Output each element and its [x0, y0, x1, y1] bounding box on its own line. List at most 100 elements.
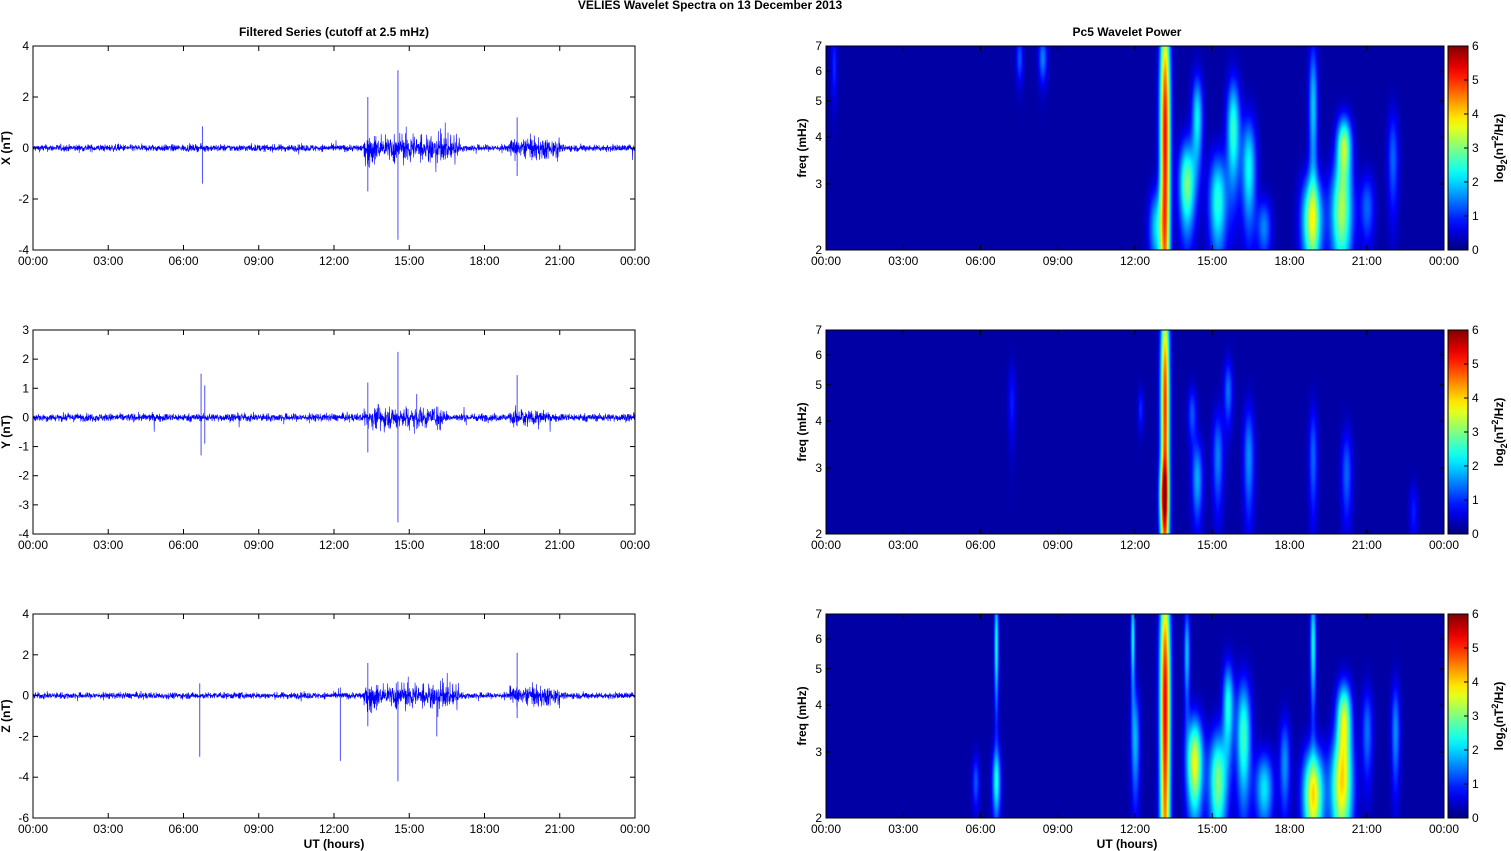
ytick-label: 1: [22, 381, 29, 395]
ytick-label: -6: [18, 811, 29, 825]
line-plot-xtick-label: 18:00: [469, 538, 499, 552]
heatmap-xtick-label: 15:00: [1197, 538, 1227, 552]
freq-axis-label: freq (mHz): [795, 402, 809, 461]
line-plot-xtick-label: 09:00: [244, 538, 274, 552]
y-axis-label: Y (nT): [0, 415, 13, 449]
freq-tick-label: 2: [815, 527, 822, 541]
ytick-label: -2: [18, 729, 29, 743]
colorbar-label-part: 2: [1490, 420, 1500, 425]
colorbar-tick-label: 1: [1472, 493, 1479, 507]
colorbar-tick-label: 5: [1472, 73, 1479, 87]
freq-tick-label: 7: [815, 39, 822, 53]
freq-tick-label: 6: [815, 348, 822, 362]
line-plot-xtick-label: 15:00: [394, 822, 424, 836]
heatmap-xtick-label: 12:00: [1120, 822, 1150, 836]
colorbar-label-part: (nT: [1492, 708, 1506, 727]
heatmap-xtick-label: 00:00: [811, 254, 841, 268]
line-plot-xtick-label: 03:00: [93, 822, 123, 836]
line-plot-xtick-label: 00:00: [620, 538, 650, 552]
ytick-label: 4: [22, 607, 29, 621]
colorbar-label: log2(nT2/Hz): [1490, 398, 1509, 467]
colorbar-tick-label: 4: [1472, 107, 1479, 121]
line-plot-xtick-label: 18:00: [469, 254, 499, 268]
heatmap-xtick-label: 21:00: [1352, 254, 1382, 268]
line-plot-xtick-label: 12:00: [319, 822, 349, 836]
line-plot-xtick-label: 06:00: [168, 538, 198, 552]
freq-tick-label: 3: [815, 745, 822, 759]
line-plot-xtick-label: 00:00: [18, 822, 48, 836]
heatmap-xtick-label: 00:00: [811, 538, 841, 552]
heatmap-xtick-label: 09:00: [1043, 254, 1073, 268]
left-column-title: Filtered Series (cutoff at 2.5 mHz): [239, 25, 429, 39]
colorbar-label-part: 2: [1499, 159, 1509, 164]
heatmap-xtick-label: 00:00: [811, 822, 841, 836]
colorbar-label-part: log: [1492, 448, 1506, 466]
ytick-label: 0: [22, 141, 29, 155]
ytick-label: -4: [18, 527, 29, 541]
freq-tick-label: 4: [815, 698, 822, 712]
line-plot-xtick-label: 00:00: [620, 254, 650, 268]
line-plot-xtick-label: 12:00: [319, 538, 349, 552]
freq-tick-label: 7: [815, 323, 822, 337]
freq-tick-label: 6: [815, 632, 822, 646]
heatmap-xtick-label: 18:00: [1274, 822, 1304, 836]
freq-tick-label: 3: [815, 177, 822, 191]
ytick-label: 0: [22, 689, 29, 703]
ytick-label: -2: [18, 469, 29, 483]
colorbar-tick-label: 5: [1472, 357, 1479, 371]
colorbar-tick-label: 3: [1472, 141, 1479, 155]
colorbar-tick-label: 3: [1472, 425, 1479, 439]
ytick-label: 3: [22, 323, 29, 337]
line-plot-frame: [32, 613, 636, 819]
heatmap-xtick-label: 03:00: [888, 538, 918, 552]
heatmap-xtick-label: 15:00: [1197, 822, 1227, 836]
colorbar-label: log2(nT2/Hz): [1490, 114, 1509, 183]
freq-tick-label: 7: [815, 607, 822, 621]
line-plot-xtick-label: 03:00: [93, 538, 123, 552]
wavelet-power-image: [826, 46, 1444, 250]
freq-tick-label: 2: [815, 811, 822, 825]
colorbar-label-part: 2: [1499, 727, 1509, 732]
colorbar-label-part: /Hz): [1492, 682, 1506, 704]
ytick-label: 4: [22, 39, 29, 53]
heatmap-xtick-label: 00:00: [1429, 822, 1459, 836]
ytick-label: -4: [18, 243, 29, 257]
freq-tick-label: 5: [815, 94, 822, 108]
line-plot-xtick-label: 21:00: [545, 538, 575, 552]
colorbar-tick-label: 1: [1472, 209, 1479, 223]
figure-title: VELIES Wavelet Spectra on 13 December 20…: [578, 0, 843, 12]
heatmap-xtick-label: 06:00: [965, 538, 995, 552]
colorbar-label-part: log: [1492, 732, 1506, 750]
heatmap-xtick-label: 12:00: [1120, 254, 1150, 268]
right-column-title: Pc5 Wavelet Power: [1073, 25, 1182, 39]
ytick-label: 2: [22, 352, 29, 366]
line-plot-xtick-label: 09:00: [244, 254, 274, 268]
colorbar-label-part: 2: [1490, 704, 1500, 709]
line-plot-xtick-label: 12:00: [319, 254, 349, 268]
heatmap-xtick-label: 06:00: [965, 822, 995, 836]
series-line-x: [32, 122, 636, 173]
colorbar-tick-label: 6: [1472, 607, 1479, 621]
line-plot-xtick-label: 21:00: [545, 254, 575, 268]
line-plot-xtick-label: 00:00: [18, 538, 48, 552]
heatmap-xtick-label: 12:00: [1120, 538, 1150, 552]
colorbar-tick-label: 0: [1472, 811, 1479, 825]
freq-tick-label: 4: [815, 130, 822, 144]
freq-axis-label: freq (mHz): [795, 686, 809, 745]
ytick-label: 2: [22, 90, 29, 104]
heatmap-xtick-label: 03:00: [888, 822, 918, 836]
wavelet-power-image: [826, 614, 1444, 818]
left-x-axis-label: UT (hours): [304, 837, 365, 851]
colorbar-tick-label: 2: [1472, 459, 1479, 473]
line-plot-xtick-label: 18:00: [469, 822, 499, 836]
line-plot-xtick-label: 15:00: [394, 538, 424, 552]
ytick-label: 0: [22, 410, 29, 424]
heatmap-xtick-label: 09:00: [1043, 822, 1073, 836]
colorbar-label-part: log: [1492, 164, 1506, 182]
series-line-z: [32, 672, 636, 718]
right-x-axis-label: UT (hours): [1097, 837, 1158, 851]
line-plot-xtick-label: 06:00: [168, 254, 198, 268]
colorbar-tick-label: 0: [1472, 243, 1479, 257]
heatmap-xtick-label: 09:00: [1043, 538, 1073, 552]
